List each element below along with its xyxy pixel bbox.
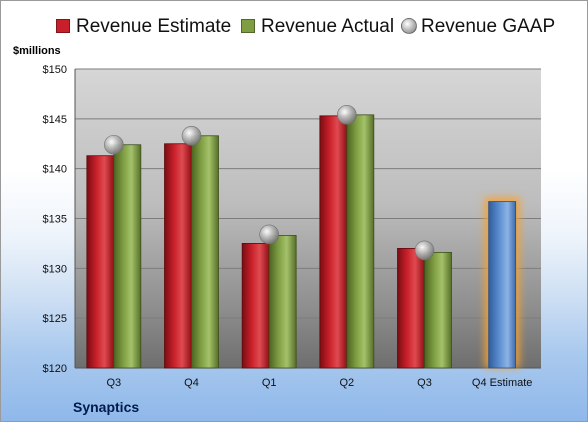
estimate-bar — [319, 115, 348, 369]
y-axis-unit-label: $millions — [13, 45, 61, 57]
legend-label: Revenue GAAP — [421, 16, 556, 37]
estimate-bar — [86, 155, 115, 369]
estimate-bar — [164, 143, 192, 369]
gaap-marker — [259, 224, 279, 245]
x-tick-label: Q3 — [106, 377, 121, 389]
actual-bar — [424, 251, 452, 369]
x-tick-label: Q1 — [262, 377, 277, 389]
square-swatch-icon — [241, 19, 255, 33]
legend-label: Revenue Actual — [261, 16, 395, 37]
y-tick-label: $120 — [43, 363, 67, 375]
actual-bar — [268, 235, 297, 369]
x-tick-label: Q4 Estimate — [472, 377, 533, 389]
x-tick-label: Q2 — [339, 377, 354, 389]
y-tick-label: $125 — [43, 313, 67, 325]
chart-legend: Revenue Estimate Revenue Actual Revenue GA… — [1, 15, 588, 39]
estimate-bar — [397, 247, 425, 369]
square-swatch-icon — [56, 19, 70, 33]
forecast-bar — [488, 201, 517, 369]
estimate-bar — [241, 243, 270, 369]
y-tick-label: $130 — [43, 263, 67, 275]
company-name: Synaptics — [73, 399, 140, 415]
actual-bar — [346, 114, 375, 369]
x-tick-label: Q3 — [417, 377, 432, 389]
sphere-marker-icon — [401, 18, 417, 34]
y-tick-label: $140 — [43, 164, 67, 176]
gaap-marker — [104, 134, 124, 155]
gaap-marker — [414, 240, 435, 261]
actual-bar — [191, 135, 219, 369]
gaap-marker — [337, 105, 357, 125]
gaap-marker — [181, 125, 202, 146]
y-tick-label: $150 — [43, 64, 67, 76]
y-tick-label: $145 — [43, 114, 67, 126]
x-tick-label: Q4 — [184, 377, 199, 389]
actual-bar — [113, 144, 142, 369]
y-tick-label: $135 — [43, 214, 67, 226]
legend-label: Revenue Estimate — [76, 16, 232, 37]
